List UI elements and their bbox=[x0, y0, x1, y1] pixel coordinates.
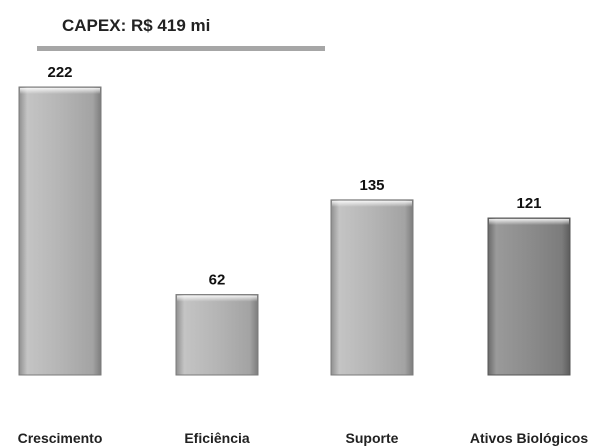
bar-crescimento bbox=[18, 86, 102, 376]
bar-highlight-suporte bbox=[332, 200, 412, 207]
bar-suporte bbox=[330, 199, 414, 376]
bar-body-ativos-biologicos bbox=[487, 217, 571, 376]
category-label-suporte: Suporte bbox=[346, 430, 399, 446]
data-label-crescimento: 222 bbox=[47, 64, 72, 81]
data-label-ativos-biologicos: 121 bbox=[516, 195, 541, 212]
category-label-ativos-biologicos: Ativos Biológicos bbox=[470, 430, 588, 446]
data-labels-group: 222 62 135 121 bbox=[47, 64, 541, 289]
bar-body-eficiencia bbox=[175, 294, 259, 376]
title-underline bbox=[37, 46, 325, 51]
bar-ativos-biologicos bbox=[487, 217, 571, 376]
bars-group bbox=[18, 86, 571, 376]
bar-highlight-ativos-biologicos bbox=[489, 219, 569, 226]
category-label-crescimento: Crescimento bbox=[18, 430, 103, 446]
category-labels-group: Crescimento Eficiência Suporte Ativos Bioló… bbox=[18, 430, 589, 446]
bar-body-suporte bbox=[330, 199, 414, 376]
bar-highlight-eficiencia bbox=[177, 295, 257, 302]
category-label-eficiencia: Eficiência bbox=[184, 430, 250, 446]
bar-highlight-crescimento bbox=[20, 88, 100, 94]
data-label-eficiencia: 62 bbox=[209, 272, 226, 289]
bar-body-crescimento bbox=[18, 86, 102, 376]
bar-eficiencia bbox=[175, 294, 259, 376]
chart-title: CAPEX: R$ 419 mi bbox=[62, 16, 210, 35]
data-label-suporte: 135 bbox=[359, 177, 384, 194]
